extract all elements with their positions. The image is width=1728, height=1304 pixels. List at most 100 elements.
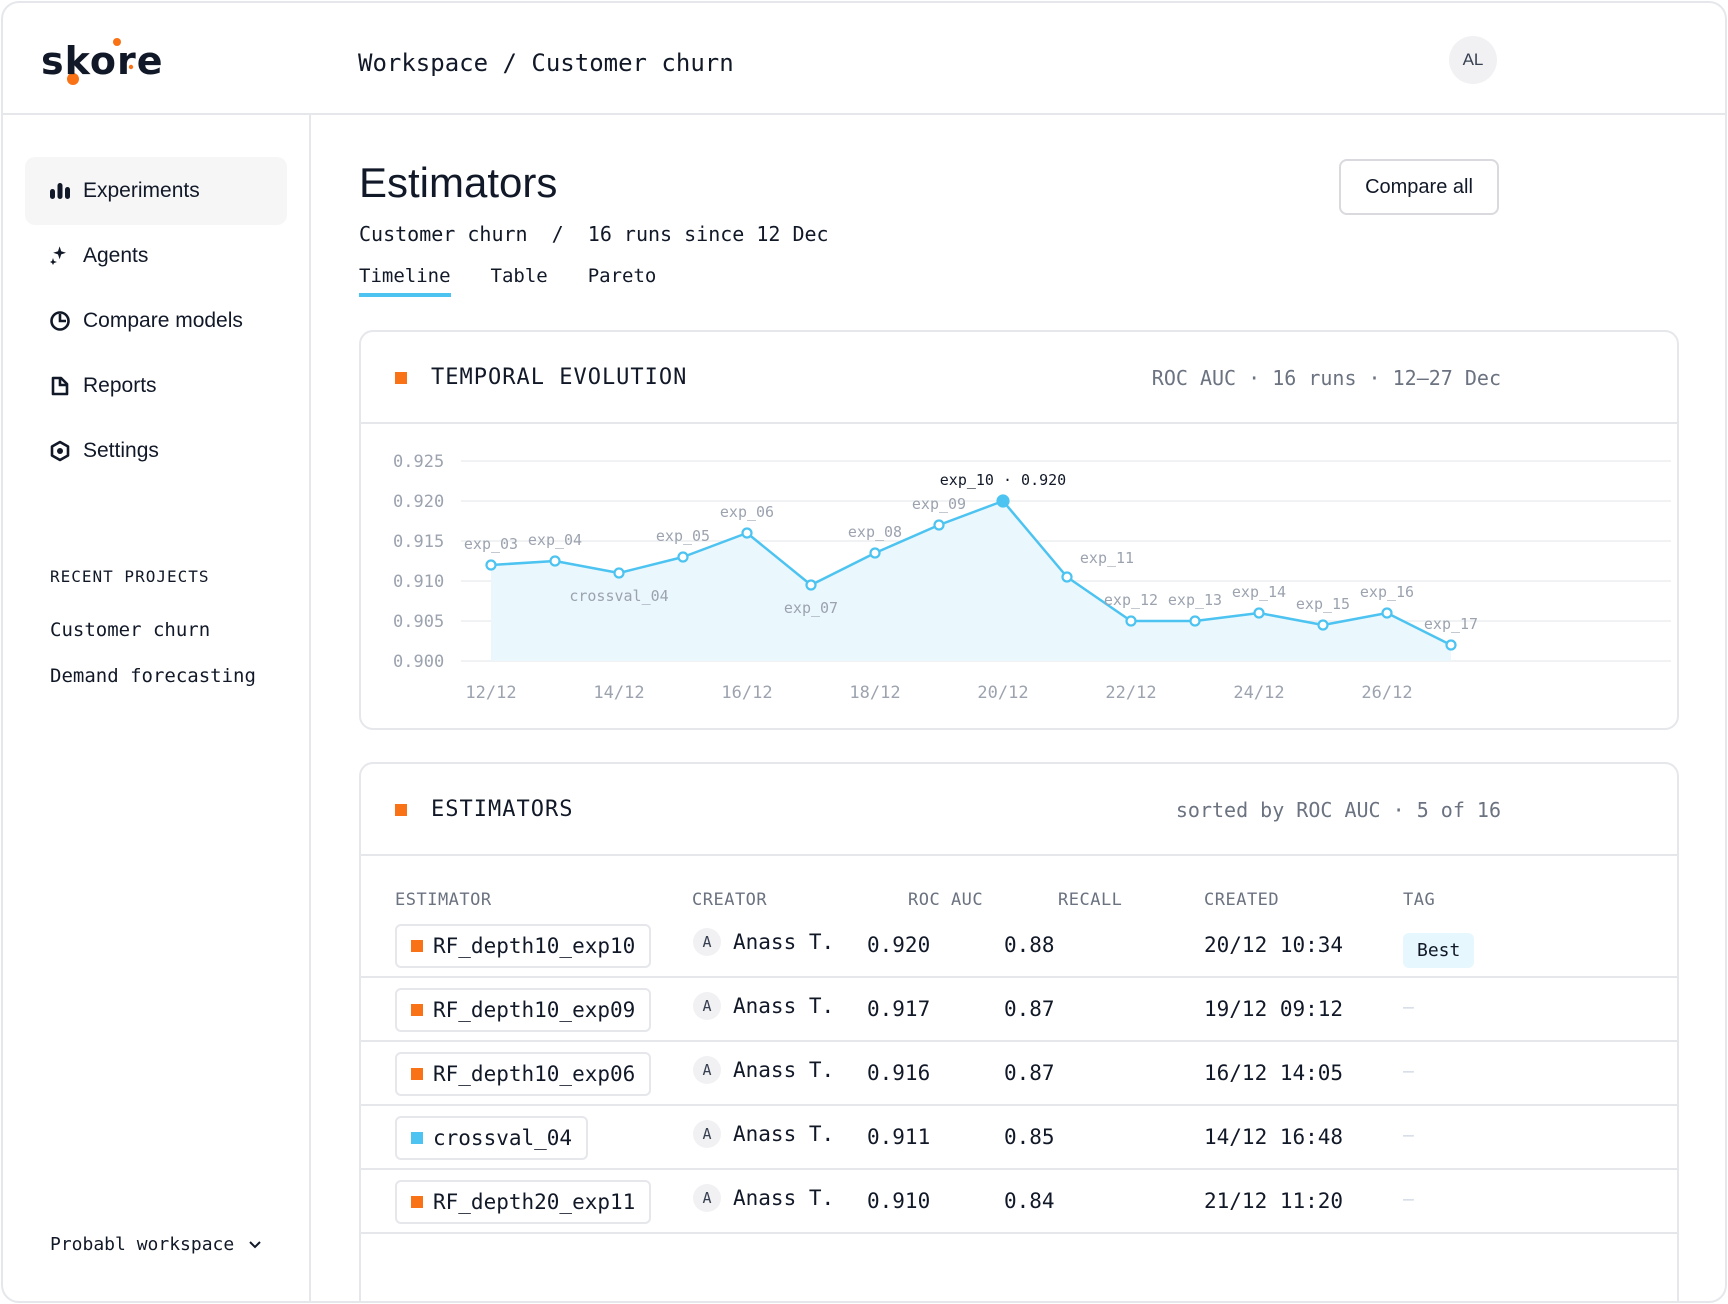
pie-chart-icon bbox=[49, 310, 71, 332]
data-point bbox=[485, 559, 497, 571]
card-title: ESTIMATORS bbox=[431, 797, 574, 822]
data-point-label: exp_04 bbox=[528, 531, 582, 549]
data-point bbox=[549, 555, 561, 567]
sidebar-item-agents[interactable]: Agents bbox=[25, 222, 287, 290]
creator-avatar: A bbox=[693, 992, 721, 1020]
x-tick-label: 22/12 bbox=[1105, 683, 1156, 703]
sidebar-item-compare-models[interactable]: Compare models bbox=[25, 287, 287, 355]
data-point-label: exp_12 bbox=[1104, 591, 1158, 609]
recall-value: 0.84 bbox=[1004, 1189, 1055, 1213]
data-point-label: exp_06 bbox=[720, 503, 774, 521]
estimator-name: RF_depth10_exp09 bbox=[433, 998, 636, 1022]
table-row[interactable]: RF_depth10_exp09 A Anass T. 0.917 0.87 1… bbox=[361, 978, 1677, 1042]
data-point bbox=[1317, 619, 1329, 631]
y-tick-label: 0.920 bbox=[393, 492, 444, 512]
data-point bbox=[741, 527, 753, 539]
data-point-label: exp_07 bbox=[784, 599, 838, 617]
roc-auc-value: 0.911 bbox=[867, 1125, 931, 1149]
column-header[interactable]: ROC AUC bbox=[908, 890, 984, 910]
estimator-pill[interactable]: RF_depth20_exp11 bbox=[395, 1180, 652, 1224]
gear-icon bbox=[49, 440, 71, 462]
skore-logo[interactable]: skore bbox=[41, 37, 171, 91]
data-point bbox=[1381, 607, 1393, 619]
column-header[interactable]: TAG bbox=[1403, 890, 1436, 910]
data-point-label: exp_05 bbox=[656, 527, 710, 545]
estimator-name: crossval_04 bbox=[433, 1126, 573, 1150]
creator-avatar: A bbox=[693, 1184, 721, 1212]
tab-table[interactable]: Table bbox=[490, 265, 548, 287]
estimator-pill[interactable]: RF_depth10_exp06 bbox=[395, 1052, 652, 1096]
breadcrumb: Workspace / Customer churn bbox=[358, 49, 734, 77]
table-row[interactable]: RF_depth20_exp11 A Anass T. 0.910 0.84 2… bbox=[361, 1170, 1677, 1234]
recall-value: 0.88 bbox=[1004, 933, 1055, 957]
tag-empty: — bbox=[1403, 997, 1414, 1018]
chevron-down-icon bbox=[248, 1234, 262, 1255]
creator-avatar: A bbox=[693, 1056, 721, 1084]
tab-timeline[interactable]: Timeline bbox=[359, 265, 451, 297]
tag-empty: — bbox=[1403, 1189, 1414, 1210]
card-title: TEMPORAL EVOLUTION bbox=[431, 365, 688, 390]
data-point bbox=[1189, 615, 1201, 627]
creator-name: Anass T. bbox=[733, 994, 835, 1018]
report-icon bbox=[49, 375, 71, 397]
estimator-pill[interactable]: crossval_04 bbox=[395, 1116, 589, 1160]
view-tabs: Timeline Table Pareto bbox=[359, 265, 656, 297]
column-header[interactable]: CREATOR bbox=[692, 890, 768, 910]
creator: A Anass T. bbox=[693, 1120, 834, 1148]
page-title: Estimators bbox=[359, 159, 558, 206]
data-point bbox=[1125, 615, 1137, 627]
compare-all-button[interactable]: Compare all bbox=[1339, 159, 1499, 215]
timeline-chart: 0.925 0.920 0.915 0.910 0.905 0.900 12/12 14/12… bbox=[393, 452, 1671, 703]
user-avatar[interactable]: AL bbox=[1449, 36, 1497, 84]
card-meta: ROC AUC · 16 runs · 12–27 Dec bbox=[1151, 366, 1501, 390]
estimator-pill[interactable]: RF_depth10_exp10 bbox=[395, 924, 652, 968]
creator-name: Anass T. bbox=[733, 930, 835, 954]
table-row[interactable]: RF_depth10_exp10 A Anass T. 0.920 0.88 2… bbox=[361, 914, 1677, 978]
workspace-switcher[interactable]: Probabl workspace bbox=[50, 1234, 262, 1255]
sidebar-item-reports[interactable]: Reports bbox=[25, 352, 287, 420]
card-marker bbox=[395, 372, 407, 384]
data-point bbox=[996, 494, 1010, 508]
recent-project-item[interactable]: Customer churn bbox=[50, 619, 211, 641]
roc-auc-value: 0.920 bbox=[867, 933, 931, 957]
creator: A Anass T. bbox=[693, 1056, 834, 1084]
y-tick-label: 0.910 bbox=[393, 572, 444, 592]
area-fill bbox=[491, 501, 1451, 661]
sidebar-item-label: Agents bbox=[83, 244, 149, 267]
data-point-label: crossval_04 bbox=[569, 587, 668, 605]
sidebar-item-label: Reports bbox=[83, 374, 157, 397]
sidebar-item-settings[interactable]: Settings bbox=[25, 417, 287, 485]
column-header[interactable]: ESTIMATOR bbox=[395, 890, 492, 910]
card-meta: sorted by ROC AUC · 5 of 16 bbox=[1175, 798, 1501, 822]
created-value: 21/12 11:20 bbox=[1204, 1189, 1344, 1213]
logo-mark bbox=[67, 38, 134, 85]
data-point bbox=[933, 519, 945, 531]
series-line bbox=[490, 499, 1452, 647]
estimator-pill[interactable]: RF_depth10_exp09 bbox=[395, 988, 652, 1032]
temporal-evolution-card: TEMPORAL EVOLUTION ROC AUC · 16 runs · 1… bbox=[359, 330, 1679, 730]
creator-name: Anass T. bbox=[733, 1058, 835, 1082]
x-tick-label: 12/12 bbox=[465, 683, 516, 703]
estimator-color-marker bbox=[411, 1004, 423, 1016]
data-point-label: exp_16 bbox=[1360, 583, 1414, 601]
sidebar-item-experiments[interactable]: Experiments bbox=[25, 157, 287, 225]
tab-pareto[interactable]: Pareto bbox=[587, 265, 657, 287]
sidebar-item-label: Experiments bbox=[83, 179, 200, 202]
table-row[interactable]: RF_depth10_exp06 A Anass T. 0.916 0.87 1… bbox=[361, 1042, 1677, 1106]
created-value: 16/12 14:05 bbox=[1204, 1061, 1344, 1085]
data-point-label: exp_03 bbox=[464, 535, 518, 553]
data-point-label: exp_08 bbox=[848, 523, 902, 541]
column-header[interactable]: CREATED bbox=[1204, 890, 1280, 910]
creator: A Anass T. bbox=[693, 992, 834, 1020]
y-tick-label: 0.925 bbox=[393, 452, 444, 472]
sidebar-item-label: Settings bbox=[83, 439, 159, 462]
recent-project-item[interactable]: Demand forecasting bbox=[50, 665, 256, 687]
table-row[interactable]: crossval_04 A Anass T. 0.911 0.85 14/12 … bbox=[361, 1106, 1677, 1170]
card-marker bbox=[395, 804, 407, 816]
data-point bbox=[1253, 607, 1265, 619]
estimator-color-marker bbox=[411, 1196, 423, 1208]
recall-value: 0.85 bbox=[1004, 1125, 1055, 1149]
column-header[interactable]: RECALL bbox=[1058, 890, 1123, 910]
roc-auc-value: 0.910 bbox=[867, 1189, 931, 1213]
